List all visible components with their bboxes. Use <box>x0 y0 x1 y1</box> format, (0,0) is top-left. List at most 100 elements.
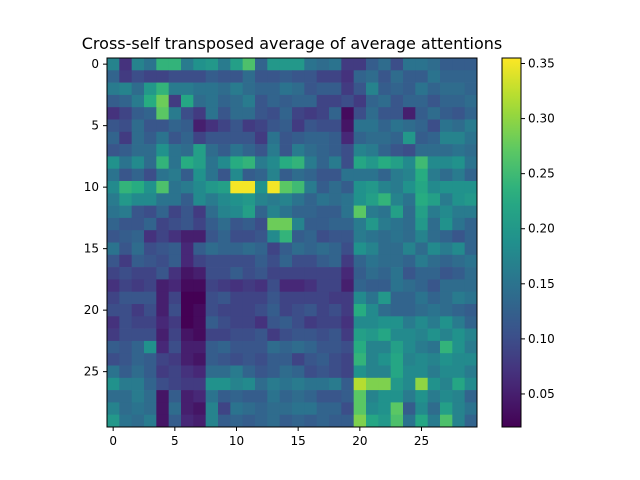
heatmap-cell <box>415 304 429 317</box>
heatmap-cell <box>378 217 392 231</box>
heatmap-cell <box>267 328 281 342</box>
heatmap-cell <box>415 230 429 243</box>
heatmap-cell <box>403 242 416 256</box>
heatmap-cell <box>329 217 342 231</box>
heatmap-cell <box>427 340 441 354</box>
heatmap-cell <box>378 156 392 170</box>
heatmap-cell <box>267 390 281 403</box>
heatmap-cell <box>292 144 305 157</box>
heatmap-cell <box>440 402 453 416</box>
heatmap-cell <box>193 242 207 256</box>
heatmap-cell <box>107 156 120 170</box>
heatmap-cell <box>131 144 145 157</box>
colorbar-tick-label: 0.15 <box>528 277 555 291</box>
heatmap-cell <box>168 94 182 108</box>
heatmap-cell <box>131 205 145 219</box>
heatmap-cell <box>181 205 194 219</box>
heatmap-cell <box>168 107 182 120</box>
heatmap-cell <box>353 131 367 145</box>
heatmap-cell <box>329 144 342 157</box>
heatmap-cell <box>242 107 256 120</box>
heatmap-cell <box>427 291 441 305</box>
heatmap-cell <box>353 217 367 231</box>
heatmap-cell <box>181 402 194 416</box>
heatmap-cell <box>304 156 318 170</box>
heatmap-cell <box>255 254 268 268</box>
heatmap-cell <box>193 365 207 379</box>
heatmap-cell <box>353 279 367 293</box>
heatmap-cell <box>304 70 318 83</box>
heatmap-cell <box>341 414 355 428</box>
heatmap-cell <box>316 414 330 428</box>
heatmap-cell <box>292 230 305 243</box>
heatmap-cell <box>193 119 207 133</box>
heatmap-cell <box>427 414 441 428</box>
heatmap-cell <box>255 304 268 317</box>
heatmap-cell <box>292 131 305 145</box>
heatmap-cell <box>341 107 355 120</box>
heatmap-cell <box>353 254 367 268</box>
heatmap-cell <box>316 144 330 157</box>
heatmap-cell <box>131 353 145 366</box>
heatmap-cell <box>230 291 244 305</box>
heatmap-cell <box>403 217 416 231</box>
heatmap-cell <box>181 94 194 108</box>
heatmap-cell <box>427 353 441 366</box>
heatmap-cell <box>390 340 404 354</box>
heatmap-cell <box>292 94 305 108</box>
heatmap-cell <box>378 279 392 293</box>
heatmap-cell <box>427 402 441 416</box>
heatmap-cell <box>440 316 453 329</box>
heatmap-cell <box>304 181 318 194</box>
heatmap-cell <box>218 304 231 317</box>
heatmap-cell <box>181 242 194 256</box>
heatmap-cell <box>279 217 293 231</box>
heatmap-cell <box>329 291 342 305</box>
heatmap-cell <box>131 82 145 96</box>
heatmap-cell <box>415 58 429 71</box>
heatmap-cell <box>242 254 256 268</box>
heatmap-cell <box>193 131 207 145</box>
heatmap-cell <box>341 402 355 416</box>
heatmap-cell <box>230 193 244 206</box>
heatmap-cell <box>218 94 231 108</box>
heatmap-cell <box>390 353 404 366</box>
heatmap-cell <box>440 328 453 342</box>
heatmap-cell <box>144 82 157 96</box>
heatmap-cell <box>205 242 219 256</box>
heatmap-cell <box>366 217 379 231</box>
heatmap-cell <box>267 94 281 108</box>
heatmap-cell <box>304 94 318 108</box>
heatmap-cell <box>353 82 367 96</box>
heatmap-cell <box>193 70 207 83</box>
heatmap-cell <box>156 365 170 379</box>
heatmap-cell <box>464 181 478 194</box>
heatmap-cell <box>316 205 330 219</box>
heatmap-cell <box>218 254 231 268</box>
heatmap-cell <box>415 107 429 120</box>
heatmap-cell <box>378 181 392 194</box>
heatmap-cell <box>329 230 342 243</box>
heatmap-cell <box>341 131 355 145</box>
heatmap-cell <box>415 193 429 206</box>
heatmap-cell <box>304 279 318 293</box>
heatmap-cell <box>168 291 182 305</box>
heatmap-cell <box>144 390 157 403</box>
y-tick-label: 5 <box>91 119 99 133</box>
heatmap-cell <box>218 131 231 145</box>
heatmap-cell <box>181 193 194 206</box>
heatmap-cell <box>193 193 207 206</box>
heatmap-cell <box>415 377 429 391</box>
heatmap-cell <box>267 156 281 170</box>
heatmap-cell <box>119 267 133 280</box>
heatmap-cell <box>119 193 133 206</box>
heatmap-cell <box>304 242 318 256</box>
heatmap-cell <box>464 291 478 305</box>
heatmap-cell <box>415 156 429 170</box>
heatmap-cell <box>242 230 256 243</box>
heatmap-cell <box>267 365 281 379</box>
heatmap-cell <box>353 365 367 379</box>
heatmap-cell <box>279 377 293 391</box>
heatmap-cell <box>440 94 453 108</box>
heatmap-cell <box>304 131 318 145</box>
